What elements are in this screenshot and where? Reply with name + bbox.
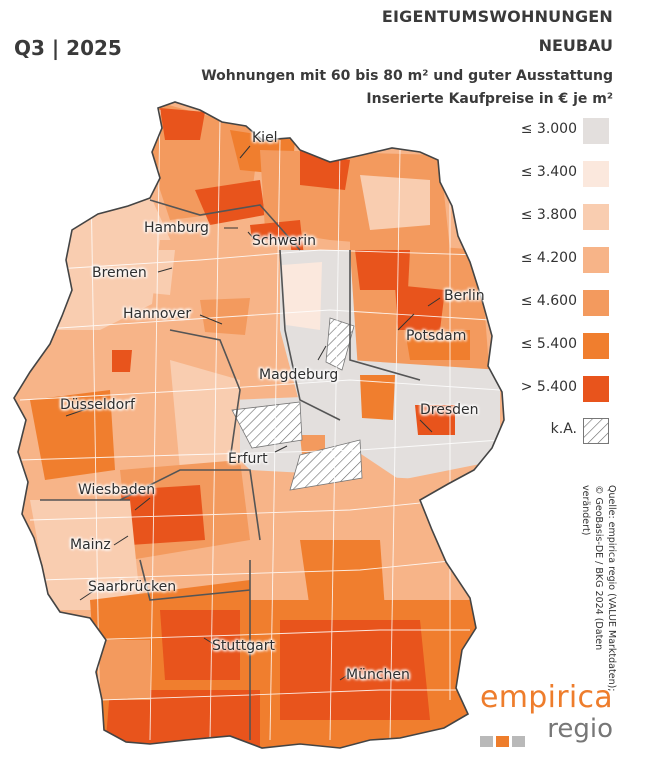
region-frankfurt <box>120 485 205 545</box>
city-label-dresden: Dresden <box>420 402 479 418</box>
legend-label: ≤ 3.400 <box>520 164 577 180</box>
region-freiburg-light <box>95 640 150 700</box>
legend-swatch <box>583 204 609 230</box>
legend-swatch <box>583 376 609 402</box>
logo-square-2 <box>496 736 509 747</box>
legend-item: ≤ 4.200 <box>492 247 622 273</box>
legend-item: ≤ 3.800 <box>492 204 622 230</box>
region-lake-constance <box>105 690 260 748</box>
legend-swatch <box>583 247 609 273</box>
legend-swatch-hatched <box>583 418 609 444</box>
region-munich <box>280 620 430 720</box>
region-rostock-dark <box>300 150 350 190</box>
legend-swatch <box>583 333 609 359</box>
region-stuttgart <box>160 610 240 680</box>
source-line-2: © GeoBasis-DE / BKG 2024 (Daten veränder… <box>580 485 604 651</box>
region-nuremberg <box>300 540 385 610</box>
source-note: Quelle: empirica regio (VALUE Marktdaten… <box>580 485 618 695</box>
city-leader-lines <box>65 145 441 681</box>
legend-label: > 5.400 <box>520 379 577 395</box>
legend-label: ≤ 3.800 <box>520 207 577 223</box>
city-label-muenchen: München <box>346 667 410 683</box>
period-label: Q3 | 2025 <box>14 36 122 60</box>
city-label-kiel: Kiel <box>252 130 278 146</box>
map-title-line1: EIGENTUMSWOHNUNGEN <box>381 7 613 26</box>
city-label-saarbruecken: Saarbrücken <box>88 579 177 595</box>
city-label-bremen: Bremen <box>92 265 147 281</box>
city-label-mainz: Mainz <box>70 537 111 553</box>
legend-label: ≤ 4.600 <box>520 293 577 309</box>
region-hessen-north <box>170 360 240 470</box>
region-lower-saxony-mid <box>150 240 300 340</box>
legend-item: > 5.400 <box>492 376 622 402</box>
region-saarland <box>40 560 100 610</box>
map-title-line2: NEUBAU <box>538 36 613 55</box>
legend-swatch <box>583 118 609 144</box>
city-label-hamburg: Hamburg <box>144 220 209 236</box>
region-no-data-thuringia-west <box>231 401 303 449</box>
legend-item: ≤ 3.000 <box>492 118 622 144</box>
state-borders <box>40 199 421 740</box>
region-leipzig <box>360 375 395 420</box>
city-label-schwerin: Schwerin <box>252 233 317 249</box>
legend-item: ≤ 4.600 <box>492 290 622 316</box>
region-berlin-ring <box>355 250 410 290</box>
legend-item: ≤ 3.400 <box>492 161 622 187</box>
legend-swatch <box>583 161 609 187</box>
city-label-erfurt: Erfurt <box>228 451 268 467</box>
logo-wordmark-empirica: empirica <box>479 680 613 715</box>
map-subtitle-line2: Inserierte Kaufpreise in € je m² <box>366 91 613 107</box>
region-hannover <box>200 298 250 335</box>
logo-square-1 <box>480 736 493 747</box>
city-label-berlin: Berlin <box>444 288 485 304</box>
legend-item: ≤ 5.400 <box>492 333 622 359</box>
logo-square-3 <box>512 736 525 747</box>
region-north-coast-dark <box>160 108 205 140</box>
region-dresden <box>415 405 455 435</box>
region-bremen-light <box>120 250 175 295</box>
legend-label: ≤ 4.200 <box>520 250 577 266</box>
city-label-stuttgart: Stuttgart <box>212 638 275 654</box>
region-berlin <box>395 285 445 330</box>
region-mecklenburg-light <box>360 175 430 230</box>
legend-label: ≤ 5.400 <box>520 336 577 352</box>
logo-wordmark-regio: regio <box>547 714 613 744</box>
legend-item-no-data: k.A. <box>492 418 622 444</box>
region-hamburg <box>195 180 265 225</box>
region-no-data-altmark <box>325 317 355 371</box>
region-saxony-anhalt-light <box>282 262 322 330</box>
region-potsdam <box>405 330 470 360</box>
city-label-duesseldorf: Düsseldorf <box>60 397 135 413</box>
city-label-potsdam: Potsdam <box>406 328 467 344</box>
legend-swatch <box>583 290 609 316</box>
region-muenster-dark <box>112 350 132 372</box>
region-bavaria-north <box>250 470 460 600</box>
legend-label-no-data: k.A. <box>550 421 577 437</box>
region-no-data-thuringia-east <box>289 439 363 491</box>
city-label-magdeburg: Magdeburg <box>259 367 339 383</box>
city-label-wiesbaden: Wiesbaden <box>78 482 156 498</box>
city-label-hannover: Hannover <box>123 306 192 322</box>
legend-label: ≤ 3.000 <box>520 121 577 137</box>
source-line-1: Quelle: empirica regio (VALUE Marktdaten… <box>606 485 617 692</box>
map-subtitle-line1: Wohnungen mit 60 bis 80 m² und guter Aus… <box>201 68 613 84</box>
